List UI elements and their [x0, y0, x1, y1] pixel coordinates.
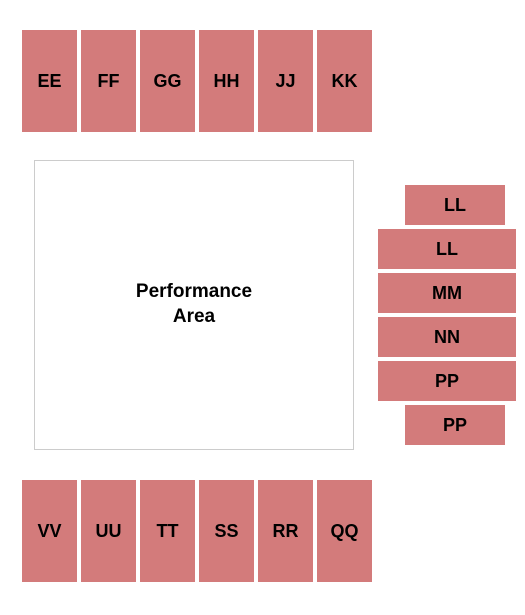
section-vv[interactable]: VV: [22, 480, 77, 582]
section-mm[interactable]: MM: [378, 273, 516, 313]
section-uu[interactable]: UU: [81, 480, 136, 582]
performance-area: PerformanceArea: [34, 160, 354, 450]
section-qq[interactable]: QQ: [317, 480, 372, 582]
section-ll-2[interactable]: LL: [378, 229, 516, 269]
section-ff[interactable]: FF: [81, 30, 136, 132]
section-jj[interactable]: JJ: [258, 30, 313, 132]
section-ee[interactable]: EE: [22, 30, 77, 132]
section-kk[interactable]: KK: [317, 30, 372, 132]
section-hh[interactable]: HH: [199, 30, 254, 132]
section-nn[interactable]: NN: [378, 317, 516, 357]
section-gg[interactable]: GG: [140, 30, 195, 132]
section-rr[interactable]: RR: [258, 480, 313, 582]
section-pp-2[interactable]: PP: [405, 405, 505, 445]
section-ll-1[interactable]: LL: [405, 185, 505, 225]
section-tt[interactable]: TT: [140, 480, 195, 582]
seating-chart: EEFFGGHHJJKKVVUUTTSSRRQQLLLLMMNNPPPPPerf…: [0, 0, 525, 615]
section-ss[interactable]: SS: [199, 480, 254, 582]
section-pp-1[interactable]: PP: [378, 361, 516, 401]
